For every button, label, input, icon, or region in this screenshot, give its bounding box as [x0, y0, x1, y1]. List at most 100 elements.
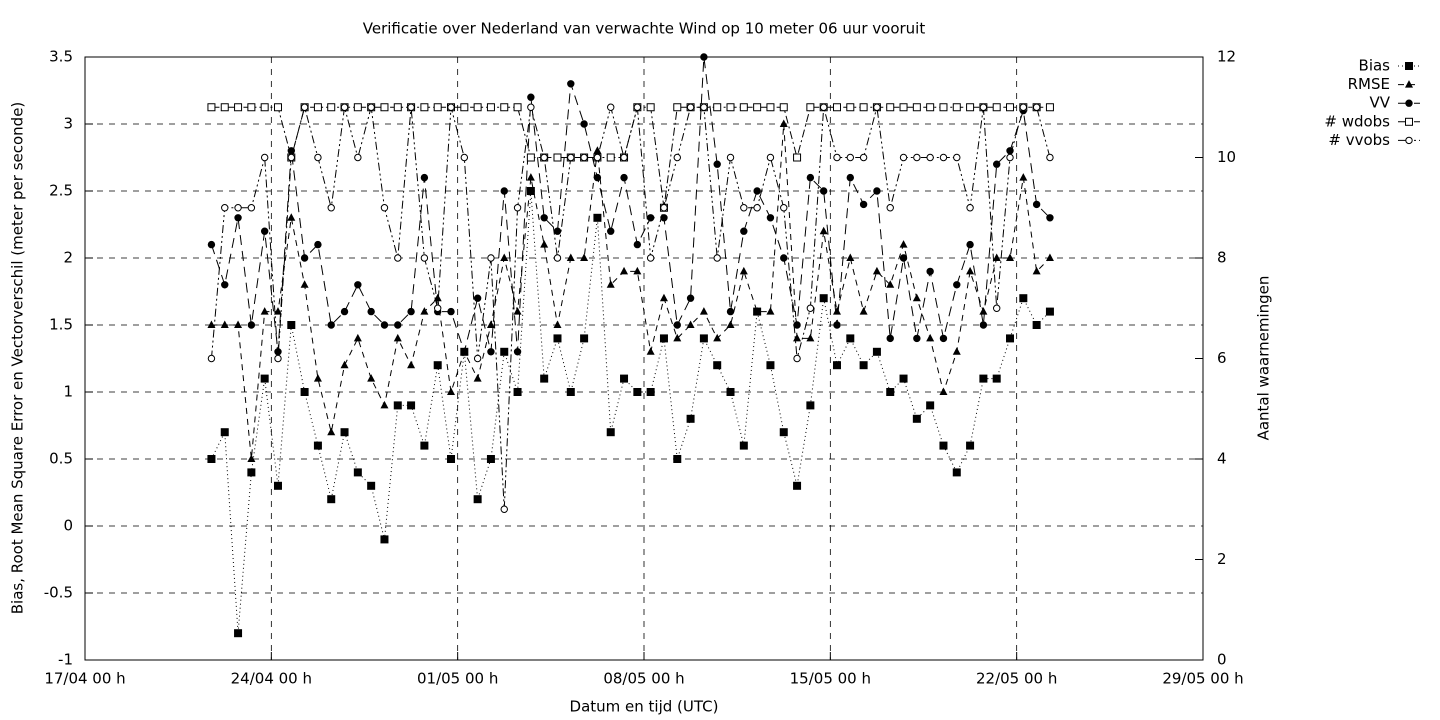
marker: [327, 427, 336, 436]
marker: [207, 240, 216, 249]
marker: [780, 204, 788, 212]
marker: [806, 333, 815, 342]
marker: [793, 333, 802, 342]
marker: [952, 347, 961, 355]
marker: [314, 240, 322, 249]
marker: [234, 204, 242, 212]
marker: [753, 103, 762, 112]
marker: [912, 414, 921, 423]
y2-tick-label: 4: [1217, 450, 1227, 468]
marker: [726, 388, 735, 396]
marker: [779, 428, 788, 437]
marker: [939, 153, 948, 162]
marker: [433, 103, 442, 112]
marker: [766, 103, 775, 112]
y-tick-label: 3.5: [49, 48, 73, 66]
marker: [420, 173, 429, 182]
marker: [739, 441, 748, 450]
marker: [1046, 214, 1054, 222]
marker: [966, 204, 974, 212]
marker: [553, 320, 562, 328]
marker: [566, 388, 575, 396]
y-tick-label: -0.5: [44, 584, 73, 602]
series-line: [210, 105, 1051, 510]
y-tick-label: 2.5: [49, 182, 73, 200]
marker: [553, 334, 562, 343]
y2-tick-label: 2: [1217, 550, 1227, 568]
marker: [526, 173, 535, 181]
marker: [966, 441, 975, 450]
legend-label: VV: [1369, 94, 1390, 112]
marker: [1045, 103, 1054, 112]
marker: [327, 495, 336, 504]
marker: [540, 374, 549, 383]
marker: [540, 240, 549, 248]
marker: [420, 103, 429, 112]
marker: [500, 187, 508, 195]
marker: [1006, 153, 1014, 162]
legend-marker: [1405, 136, 1413, 145]
y-tick-label: 2: [63, 249, 73, 267]
x-tick-label: 22/05 00 h: [976, 670, 1057, 688]
marker: [766, 361, 775, 370]
marker: [606, 428, 615, 437]
marker: [300, 280, 309, 288]
legend-marker: [1405, 117, 1413, 126]
marker: [899, 103, 908, 112]
marker: [673, 321, 681, 329]
marker: [473, 374, 482, 382]
marker: [486, 320, 495, 328]
x-tick-label: 15/05 00 h: [790, 670, 871, 688]
marker: [207, 354, 216, 363]
marker: [234, 103, 243, 112]
marker: [753, 204, 761, 212]
series-line: [210, 190, 1051, 634]
marker: [593, 213, 602, 222]
marker: [234, 320, 243, 328]
marker: [846, 103, 855, 112]
marker: [313, 103, 322, 112]
marker: [806, 304, 815, 312]
marker: [952, 468, 961, 477]
marker: [221, 204, 229, 212]
marker: [966, 103, 975, 112]
marker: [220, 103, 229, 112]
marker: [859, 361, 868, 370]
marker: [713, 254, 721, 262]
marker: [700, 53, 708, 61]
marker: [580, 253, 589, 261]
marker: [513, 307, 522, 315]
marker: [939, 103, 948, 112]
marker: [793, 481, 802, 490]
marker: [740, 227, 748, 235]
marker: [833, 153, 841, 162]
marker: [420, 441, 429, 450]
marker: [1032, 266, 1041, 275]
marker: [912, 293, 921, 302]
y-tick-label: 0: [63, 517, 73, 535]
marker: [580, 153, 588, 162]
marker: [939, 387, 948, 395]
marker: [766, 307, 775, 315]
marker: [673, 103, 682, 112]
marker: [806, 173, 815, 182]
marker: [859, 153, 868, 162]
marker: [313, 374, 322, 382]
marker: [234, 629, 243, 638]
marker: [899, 254, 908, 262]
marker: [926, 267, 934, 276]
marker: [699, 334, 708, 343]
marker: [553, 227, 562, 235]
marker: [1045, 307, 1054, 316]
marker: [380, 103, 389, 112]
marker: [1006, 334, 1015, 343]
marker: [327, 204, 335, 212]
y2-tick-label: 12: [1217, 48, 1236, 66]
marker: [646, 347, 655, 355]
marker: [953, 153, 961, 162]
marker: [846, 334, 855, 343]
marker: [593, 173, 602, 182]
x-tick-label: 01/05 00 h: [417, 670, 498, 688]
marker: [473, 495, 482, 504]
